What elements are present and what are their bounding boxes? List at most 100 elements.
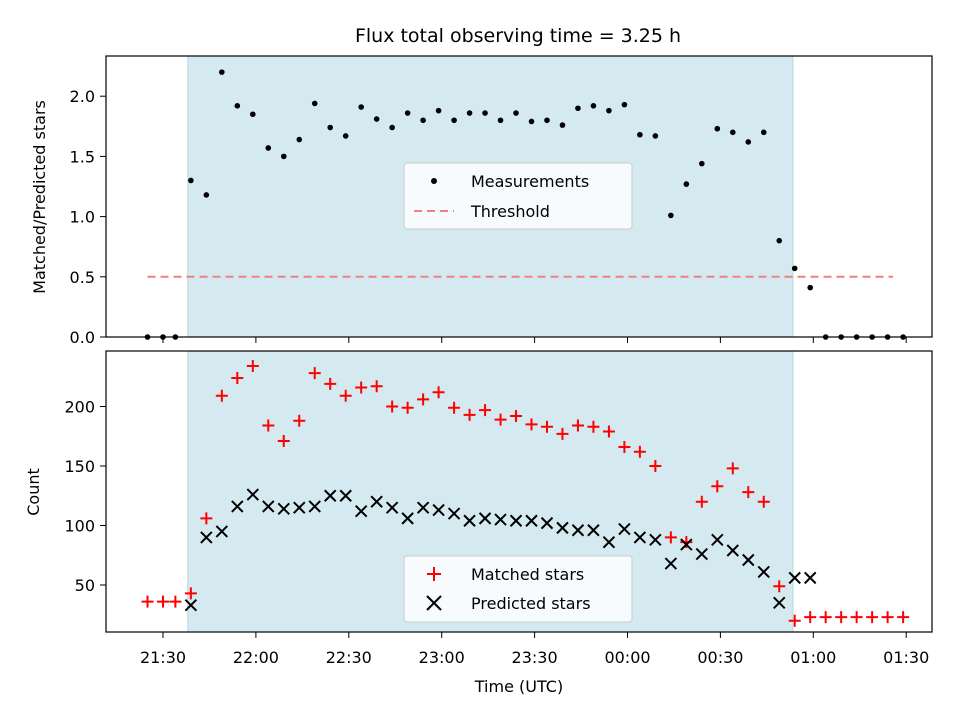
measurement-point: [327, 124, 334, 131]
matched-star-point: [850, 611, 863, 624]
measurement-point: [404, 110, 411, 116]
measurement-point: [342, 133, 349, 139]
matched-star-point: [664, 531, 677, 544]
bottom-y-axis-label: Count: [24, 468, 43, 516]
bottom-data-marks: [141, 360, 910, 627]
matched-star-point: [726, 462, 739, 475]
chart-title: Flux total observing time = 3.25 h: [355, 25, 681, 47]
matched-star-point: [680, 536, 693, 549]
predicted-star-point: [587, 524, 600, 537]
measurement-point: [203, 192, 210, 198]
matched-star-point: [835, 611, 848, 624]
y-tick-label: 150: [64, 457, 95, 476]
y-tick-label: 0.5: [70, 268, 95, 287]
legend-measurements-label: Measurements: [471, 172, 589, 191]
matched-star-point: [277, 435, 290, 448]
legend-box: [403, 555, 633, 623]
matched-star-point: [200, 512, 213, 525]
matched-star-point: [293, 414, 306, 427]
matched-star-point: [556, 427, 569, 440]
y-tick-label: 1.0: [70, 208, 95, 227]
x-tick-label: 22:00: [233, 648, 279, 667]
measurement-point: [466, 110, 473, 116]
measurement-point: [389, 124, 395, 131]
y-tick-label: 0.0: [70, 328, 95, 347]
predicted-star-point: [711, 533, 724, 546]
x-tick-label: 01:30: [883, 648, 929, 667]
measurement-point: [513, 110, 519, 116]
matched-star-point: [308, 367, 321, 380]
measurement-point: [265, 145, 272, 151]
top-legend: Measurements Threshold: [403, 162, 633, 230]
predicted-star-point: [649, 533, 662, 546]
measurement-point: [683, 181, 690, 187]
matched-star-point: [417, 393, 430, 406]
predicted-star-point: [494, 513, 507, 526]
predicted-star-point: [463, 514, 476, 527]
predicted-star-point: [602, 535, 616, 549]
predicted-star-point: [401, 512, 414, 525]
predicted-star-point: [370, 495, 383, 508]
matched-star-point: [525, 418, 538, 431]
predicted-star-point: [525, 514, 538, 527]
matched-star-point: [510, 410, 523, 423]
matched-star-point: [448, 401, 461, 414]
matched-star-point: [571, 419, 584, 432]
matched-star-point: [169, 595, 182, 608]
matched-star-point: [479, 404, 492, 417]
legend-measurements-marker: [431, 178, 437, 184]
measurement-point: [776, 237, 783, 244]
y-tick-label: 50: [75, 576, 95, 595]
bottom-x-axis: 21:30 22:00 22:30 23:00 23:30 00:00 00:30 01:00…: [140, 632, 929, 667]
measurement-point: [807, 284, 814, 291]
measurement-point: [729, 129, 736, 136]
predicted-star-point: [618, 522, 631, 536]
measurement-point: [791, 265, 798, 272]
measurement-point: [296, 136, 303, 143]
measurement-point: [482, 110, 488, 116]
matched-star-point: [695, 495, 708, 508]
x-tick-label: 00:30: [697, 648, 743, 667]
x-tick-label: 00:00: [604, 648, 650, 667]
matched-star-point: [804, 611, 817, 624]
matched-star-point: [184, 587, 197, 600]
top-data-marks: [144, 69, 906, 340]
predicted-star-point: [277, 502, 290, 516]
predicted-star-point: [354, 505, 368, 518]
measurement-point: [699, 160, 705, 167]
x-tick-label: 01:00: [790, 648, 836, 667]
measurement-point: [528, 118, 535, 125]
top-x-axis: [162, 337, 907, 343]
matched-star-point: [757, 495, 770, 508]
predicted-star-point: [293, 501, 306, 514]
matched-star-point: [633, 445, 646, 458]
predicted-star-point: [680, 538, 693, 551]
measurement-point: [544, 117, 550, 124]
measurement-point: [435, 107, 442, 114]
predicted-star-point: [664, 557, 678, 570]
matched-star-point: [587, 420, 600, 433]
matched-star-point: [355, 381, 368, 394]
matched-star-point: [773, 580, 786, 593]
matched-star-point: [618, 440, 631, 453]
matched-star-point: [602, 425, 615, 438]
bottom-panel: 50 100 150 200 21:30 22:00 22:30 23:00 23:30 00:…: [24, 350, 933, 696]
measurement-point: [668, 212, 674, 219]
top-y-axis: 0.0 0.5 1.0 1.5 2.0: [70, 87, 106, 347]
measurement-point: [250, 111, 256, 118]
bottom-plot-frame: [105, 350, 933, 633]
measurement-point: [606, 107, 612, 114]
legend-matched-label: Matched stars: [471, 565, 584, 584]
measurement-point: [497, 117, 504, 124]
matched-star-point: [262, 419, 275, 432]
predicted-star-point: [742, 553, 755, 567]
matched-star-point: [339, 389, 352, 402]
matched-star-point: [649, 460, 662, 472]
y-tick-label: 100: [64, 517, 95, 536]
x-axis-label: Time (UTC): [474, 677, 563, 696]
matched-star-point: [386, 400, 399, 413]
predicted-star-point: [200, 531, 213, 544]
measurement-point: [590, 103, 597, 109]
predicted-star-point: [633, 531, 647, 544]
matched-star-point: [742, 486, 755, 499]
